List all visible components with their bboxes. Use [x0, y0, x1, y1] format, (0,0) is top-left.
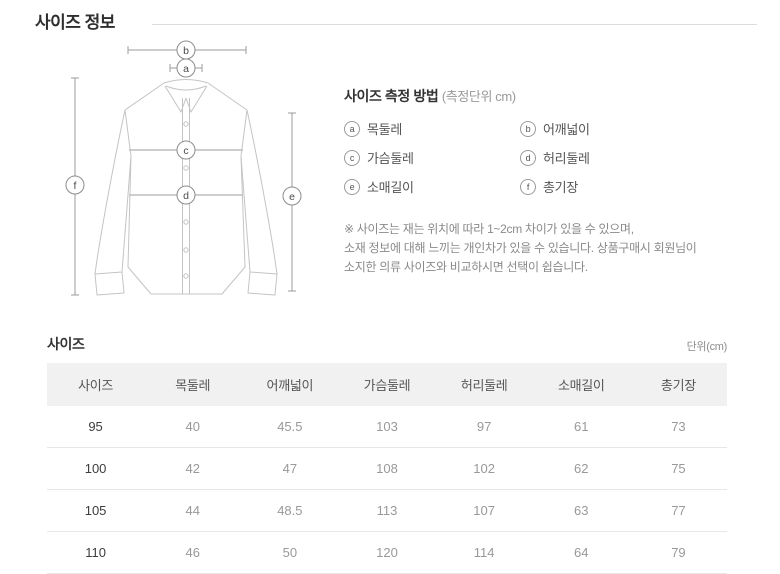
cell-value: 73: [629, 406, 727, 448]
column-header: 허리둘레: [435, 363, 533, 406]
table-header-bar: 사이즈 단위(cm): [47, 334, 727, 354]
column-header: 어깨넓이: [241, 363, 339, 406]
size-table: 사이즈 목둘레 어깨넓이 가슴둘레 허리둘레 소매길이 총기장 95 40 45.5 103 97 6…: [47, 363, 727, 574]
cell-value: 62: [532, 447, 630, 490]
note-line: 소재 정보에 대해 느끼는 개인차가 있을 수 있습니다. 상품구매시 회원님이: [344, 241, 697, 255]
cell-value: 61: [532, 406, 630, 448]
legend-marker-b: b: [520, 120, 536, 137]
cell-value: 114: [435, 531, 533, 574]
legend-label: 총기장: [543, 180, 578, 195]
column-header: 총기장: [629, 363, 727, 406]
size-value: 110: [47, 531, 145, 574]
column-header: 목둘레: [144, 363, 242, 406]
column-header: 가슴둘레: [338, 363, 436, 406]
svg-text:b: b: [183, 45, 189, 57]
legend-item-e: e 소매길이: [344, 177, 520, 196]
table-section-title: 사이즈: [47, 336, 85, 352]
cell-value: 44: [144, 489, 242, 532]
cell-value: 50: [241, 531, 339, 574]
legend-marker-f: f: [520, 178, 536, 195]
cell-value: 103: [338, 406, 436, 448]
cell-value: 108: [338, 447, 436, 490]
shirt-label-c: c: [176, 140, 196, 160]
size-value: 100: [47, 447, 145, 490]
note-line: 소지한 의류 사이즈와 비교하시면 선택이 쉽습니다.: [344, 260, 588, 274]
measurement-arrows: [71, 46, 296, 296]
svg-text:d: d: [183, 190, 189, 202]
cell-value: 48.5: [241, 489, 339, 532]
size-value: 105: [47, 489, 145, 532]
size-table-section: 사이즈 단위(cm) 사이즈 목둘레 어깨넓이 가슴둘레 허리둘레 소매길이 총기장 95 4…: [47, 334, 727, 574]
unit-label: 단위(cm): [686, 341, 728, 353]
cell-value: 77: [629, 489, 727, 532]
cell-value: 113: [338, 489, 436, 532]
svg-text:f: f: [74, 180, 77, 192]
guide-heading: 사이즈 측정 방법 (측정단위 cm): [344, 86, 744, 106]
legend-item-a: a 목둘레: [344, 119, 520, 138]
legend-label: 목둘레: [367, 122, 402, 137]
legend-marker-e: e: [344, 178, 360, 195]
measure-legend: a 목둘레 b 어깨넓이 c 가슴둘레 d 허리둘레 e 소매길이 f 총기장: [344, 119, 744, 196]
cell-value: 45.5: [241, 406, 339, 448]
legend-label: 허리둘레: [543, 151, 590, 166]
guide-heading-unit: (측정단위 cm): [441, 89, 516, 104]
column-header: 소매길이: [532, 363, 630, 406]
shirt-measurement-diagram: b a c d e f: [45, 36, 315, 306]
shirt-label-d: d: [176, 185, 196, 205]
cell-value: 107: [435, 489, 533, 532]
legend-item-f: f 총기장: [520, 177, 744, 196]
shirt-diagram-svg: b a c d e f: [65, 40, 302, 296]
size-value: 95: [47, 406, 145, 448]
svg-text:a: a: [183, 63, 189, 75]
cell-value: 97: [435, 406, 533, 448]
legend-label: 가슴둘레: [367, 151, 414, 166]
cell-value: 40: [144, 406, 242, 448]
page-title: 사이즈 정보: [35, 13, 115, 32]
cell-value: 46: [144, 531, 242, 574]
cell-value: 120: [338, 531, 436, 574]
table-row: 100 42 47 108 102 62 75: [47, 447, 727, 490]
shirt-label-a: a: [176, 58, 196, 78]
shirt-label-b: b: [176, 40, 196, 60]
legend-item-d: d 허리둘레: [520, 148, 744, 167]
title-divider: [152, 24, 757, 25]
measure-guide: 사이즈 측정 방법 (측정단위 cm) a 목둘레 b 어깨넓이 c 가슴둘레 d 허리둘레 e…: [344, 86, 744, 277]
svg-text:e: e: [289, 191, 295, 203]
size-table-header-row: 사이즈 목둘레 어깨넓이 가슴둘레 허리둘레 소매길이 총기장: [47, 363, 727, 406]
cell-value: 75: [629, 447, 727, 490]
legend-label: 어깨넓이: [543, 122, 590, 137]
size-note: ※ 사이즈는 재는 위치에 따라 1~2cm 차이가 있을 수 있으며, 소재 정…: [344, 220, 744, 277]
cell-value: 42: [144, 447, 242, 490]
legend-item-c: c 가슴둘레: [344, 148, 520, 167]
legend-label: 소매길이: [367, 180, 414, 195]
legend-marker-a: a: [344, 120, 360, 137]
note-line: ※ 사이즈는 재는 위치에 따라 1~2cm 차이가 있을 수 있으며,: [344, 222, 634, 236]
legend-marker-d: d: [520, 149, 536, 166]
table-row: 110 46 50 120 114 64 79: [47, 531, 727, 574]
legend-marker-c: c: [344, 149, 360, 166]
shirt-label-f: f: [65, 175, 85, 195]
cell-value: 63: [532, 489, 630, 532]
table-row: 95 40 45.5 103 97 61 73: [47, 406, 727, 448]
guide-heading-title: 사이즈 측정 방법: [344, 88, 439, 104]
column-header: 사이즈: [47, 363, 145, 406]
cell-value: 102: [435, 447, 533, 490]
legend-item-b: b 어깨넓이: [520, 119, 744, 138]
cell-value: 79: [629, 531, 727, 574]
cell-value: 47: [241, 447, 339, 490]
cell-value: 64: [532, 531, 630, 574]
shirt-label-e: e: [282, 186, 302, 206]
svg-text:c: c: [183, 145, 188, 157]
table-row: 105 44 48.5 113 107 63 77: [47, 489, 727, 532]
